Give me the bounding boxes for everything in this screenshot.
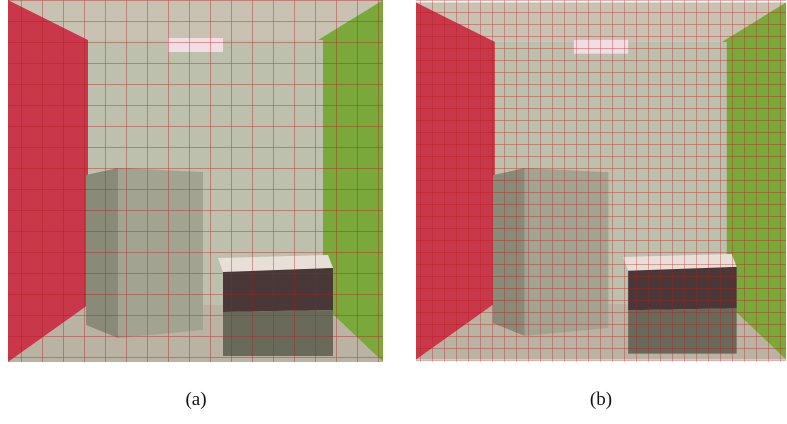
- panel-label: (b): [590, 389, 612, 410]
- panel-b-image: [416, 0, 786, 362]
- panel-label: (a): [185, 389, 206, 410]
- figure: (a) (b): [0, 0, 787, 419]
- panel-a-image: [8, 0, 383, 362]
